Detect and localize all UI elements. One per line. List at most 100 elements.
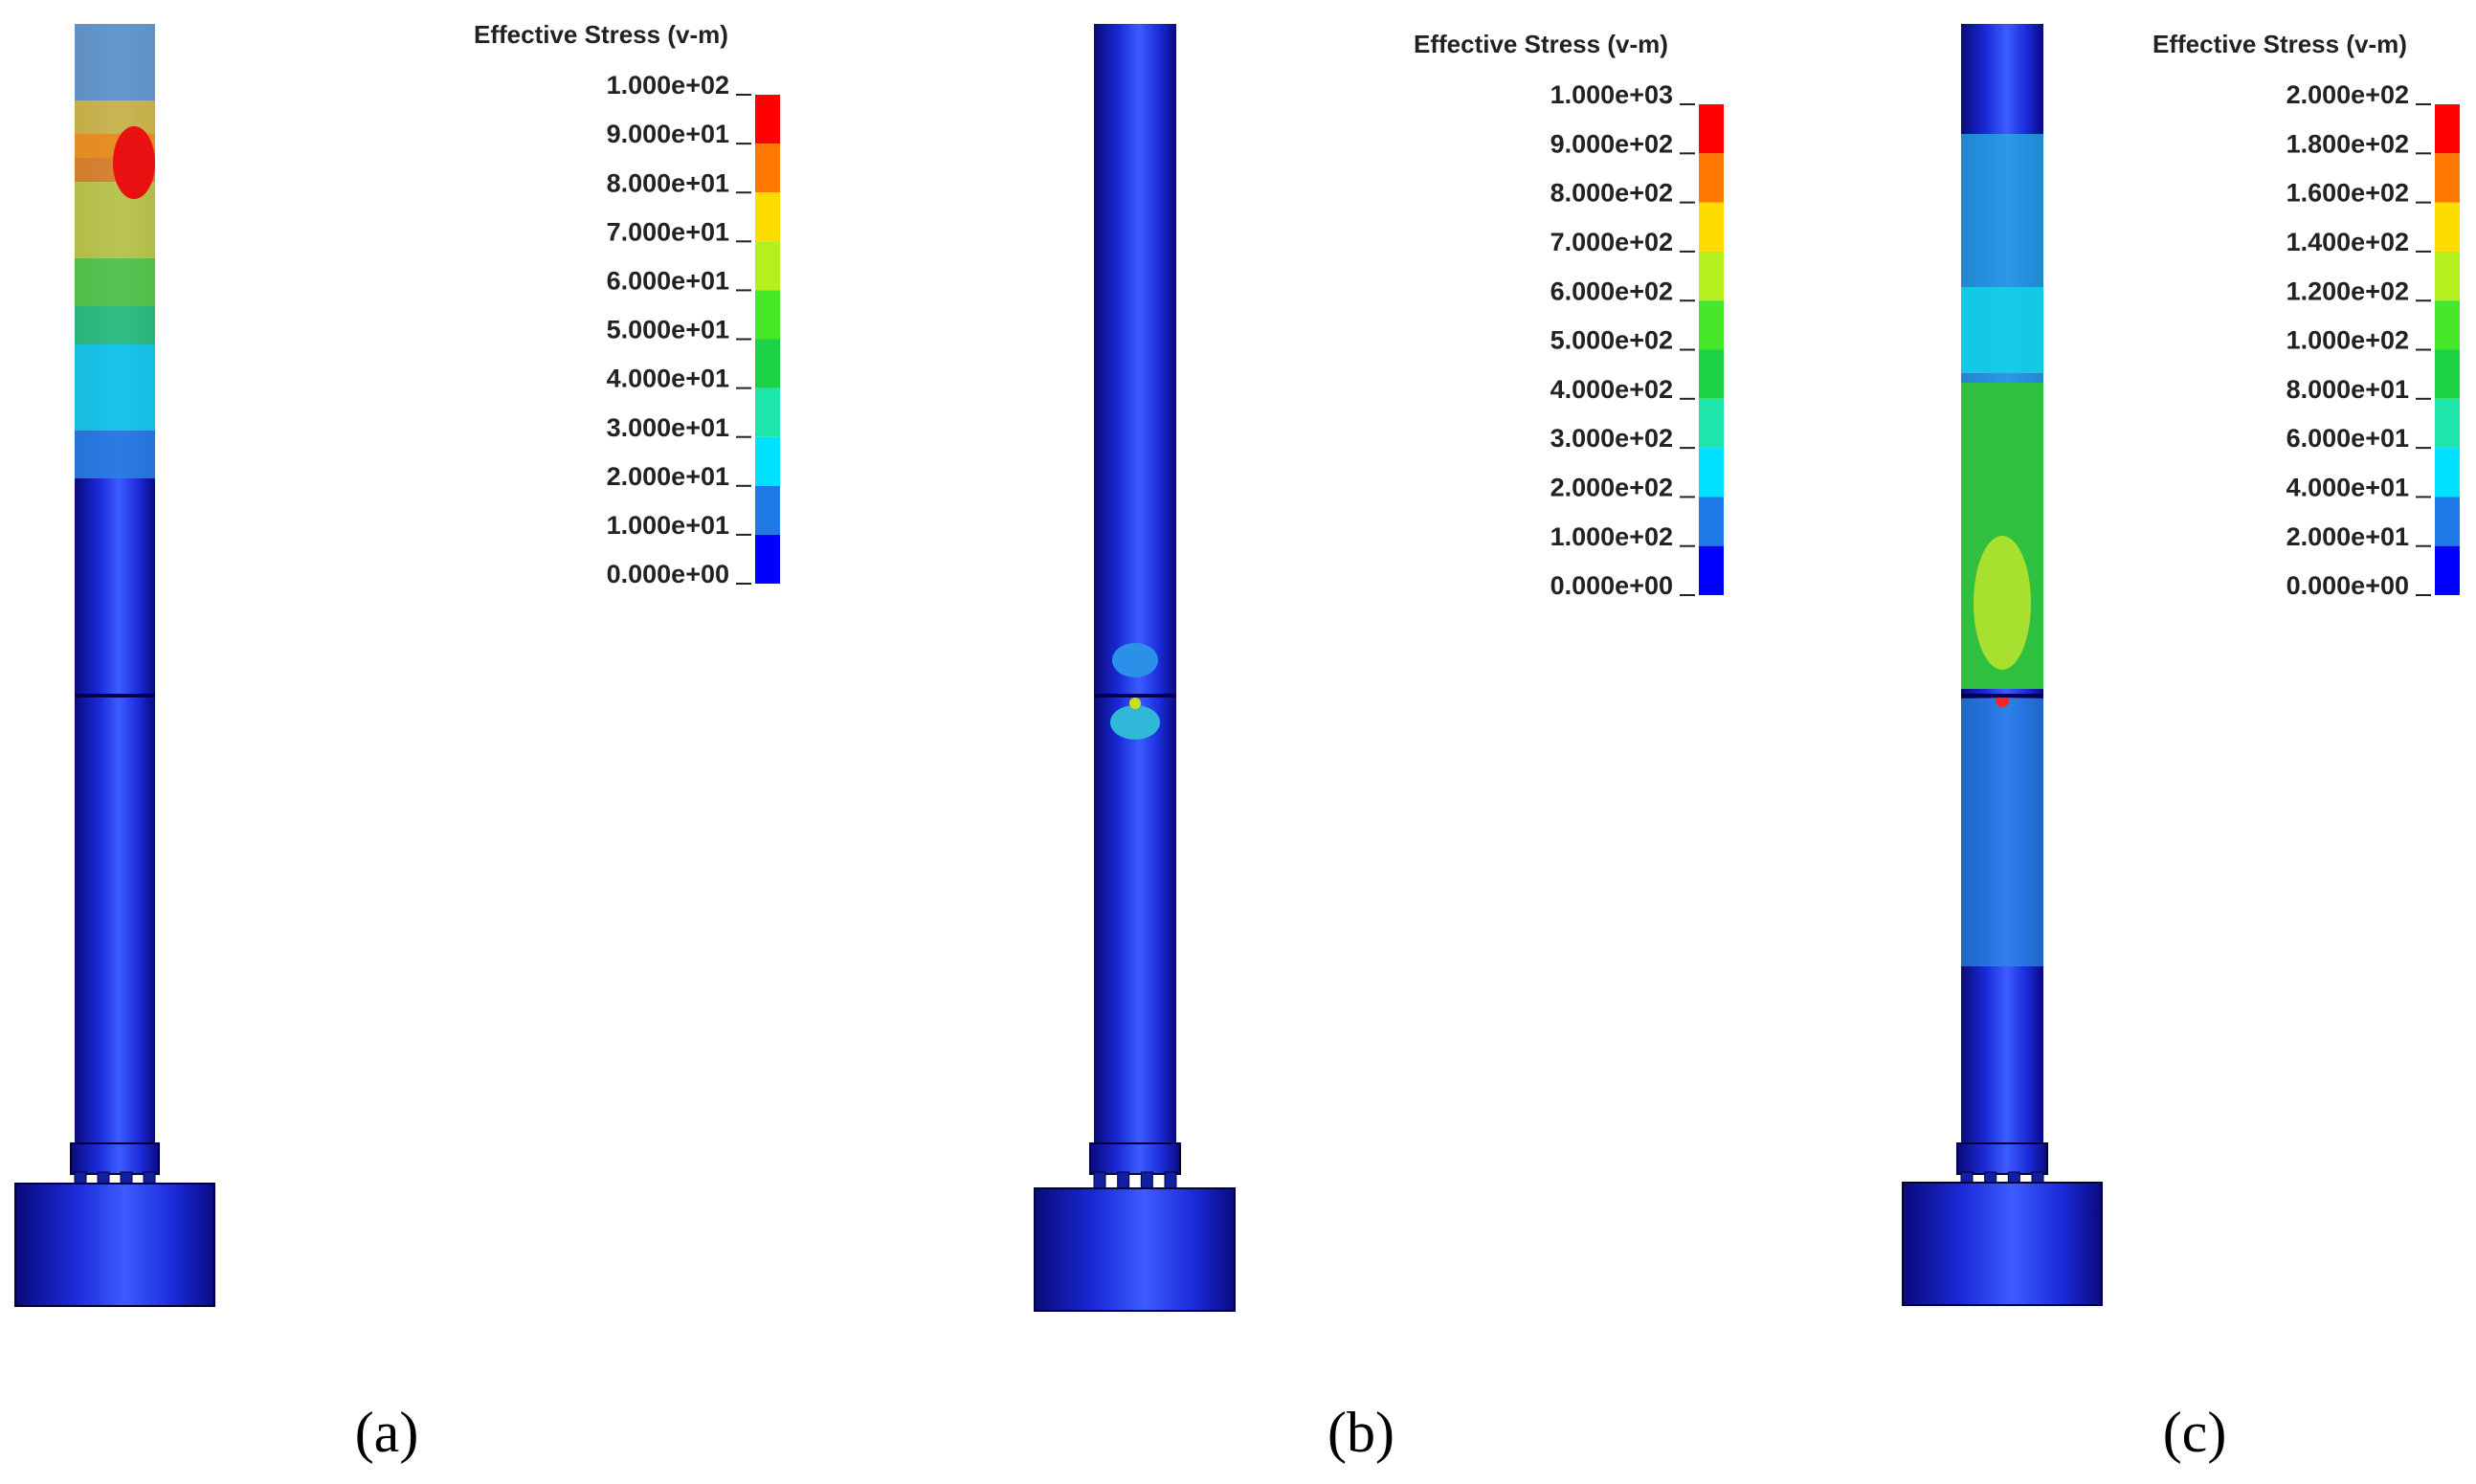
flange [70,1142,160,1175]
base [1902,1182,2103,1306]
legend-label: 6.000e+02 [1550,277,1673,305]
stress-zone [75,344,155,431]
legend-label: 2.000e+01 [607,462,729,491]
legend-band [2435,398,2460,449]
stress-zone [1961,287,2043,373]
legend-band [755,95,780,144]
legend-label: 4.000e+01 [607,365,729,393]
legend-label: 7.000e+02 [1550,228,1673,256]
legend-label: 6.000e+01 [2286,424,2409,453]
legend-label: 0.000e+00 [1550,571,1673,600]
legend-label: 1.600e+02 [2286,179,2409,208]
legend-title: Effective Stress (v-m) [2153,30,2407,58]
legend-label: 1.000e+02 [1550,522,1673,551]
stress-zone [1110,705,1160,740]
bolt [2031,1171,2044,1184]
stress-zone [75,431,155,478]
bolt [97,1171,110,1185]
bolt [1984,1171,1997,1184]
legend-band [1699,300,1724,350]
bolt [143,1171,156,1185]
bolt [1093,1171,1106,1189]
legend-band [1699,251,1724,301]
legend-band [1699,349,1724,399]
legend-label: 4.000e+01 [2286,474,2409,502]
stress-zone [75,258,155,306]
legend-label: 1.000e+01 [607,511,729,540]
legend-label: 1.000e+03 [1550,80,1673,109]
legend-band [1699,545,1724,595]
legend-band [2435,349,2460,399]
legend-label: 3.000e+02 [1550,424,1673,453]
column [1094,24,1176,1143]
legend-label: 9.000e+02 [1550,129,1673,158]
stress-zone [1974,536,2031,670]
legend-label: 6.000e+01 [607,267,729,296]
legend-label: 1.200e+02 [2286,277,2409,305]
caption: (c) [2163,1401,2227,1464]
legend-label: 2.000e+01 [2286,522,2409,551]
legend-band [755,290,780,340]
legend-band [1699,448,1724,498]
legend-band [1699,104,1724,154]
legend-band [2435,300,2460,350]
bolt [1140,1171,1153,1189]
legend-band [2435,497,2460,546]
stress-zone [1961,698,2043,966]
legend-title: Effective Stress (v-m) [474,20,728,49]
legend-band [755,339,780,388]
legend-band [2435,202,2460,252]
caption: (b) [1327,1401,1394,1464]
bolt [2007,1171,2020,1184]
legend-label: 5.000e+02 [1550,326,1673,355]
panel: Effective Stress (v-m) 1.000e+02 9.000e+01… [14,20,780,1464]
panel: Effective Stress (v-m) 2.000e+02 1.800e+02… [1902,24,2460,1464]
panel: Effective Stress (v-m) 1.000e+03 9.000e+02… [1034,24,1724,1464]
legend-band [2435,153,2460,203]
legend-band [1699,153,1724,203]
legend-band [755,436,780,486]
caption: (a) [355,1401,419,1464]
legend-label: 1.400e+02 [2286,228,2409,256]
legend-label: 2.000e+02 [1550,474,1673,502]
stress-zone [1112,643,1158,677]
legend-band [755,241,780,291]
legend-band [2435,545,2460,595]
bolt [1117,1171,1130,1189]
bolt [120,1171,133,1185]
stress-zone [113,126,155,199]
legend-band [755,144,780,193]
legend-label: 1.000e+02 [607,71,729,100]
legend-band [2435,104,2460,154]
legend-band [755,192,780,242]
legend-band [1699,202,1724,252]
flange [1089,1142,1181,1175]
flange [1956,1142,2048,1175]
legend-label: 8.000e+01 [2286,375,2409,404]
legend-band [1699,497,1724,546]
legend-band [2435,251,2460,301]
legend-band [755,388,780,437]
legend-band [755,485,780,535]
bolt [74,1171,87,1185]
legend-label: 9.000e+01 [607,120,729,148]
legend-title: Effective Stress (v-m) [1414,30,1668,58]
legend-band [2435,448,2460,498]
bolt [1164,1171,1177,1189]
legend-label: 0.000e+00 [607,560,729,588]
base [1034,1187,1236,1312]
legend-label: 1.800e+02 [2286,129,2409,158]
legend-band [755,534,780,584]
stress-zone [75,24,155,100]
stress-zone [75,306,155,344]
legend-label: 3.000e+01 [607,413,729,442]
legend-label: 1.000e+02 [2286,326,2409,355]
stress-zone [1129,698,1141,709]
legend-band [1699,398,1724,449]
base [14,1183,215,1307]
legend-label: 2.000e+02 [2286,80,2409,109]
legend-label: 4.000e+02 [1550,375,1673,404]
legend-label: 8.000e+01 [607,168,729,197]
legend-label: 0.000e+00 [2286,571,2409,600]
